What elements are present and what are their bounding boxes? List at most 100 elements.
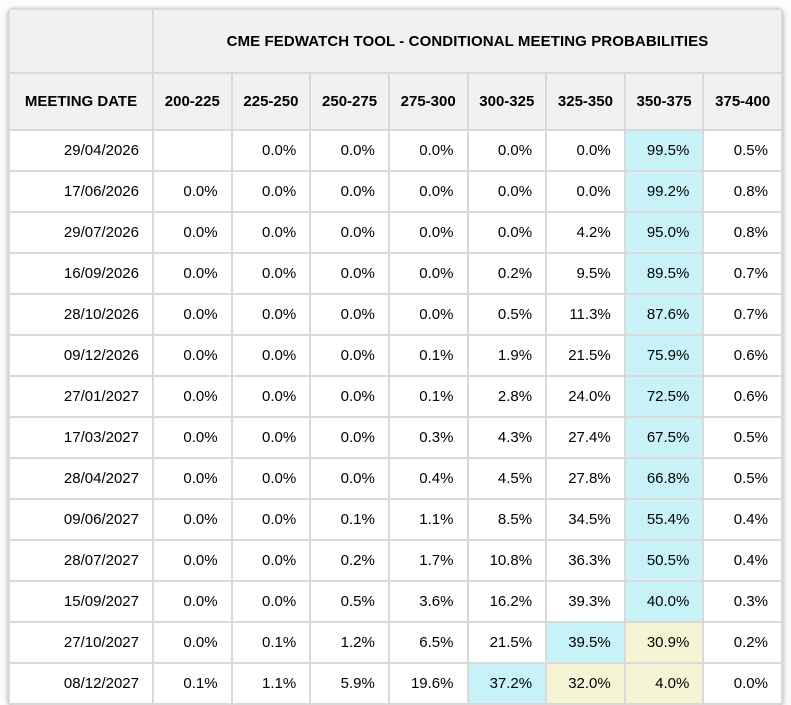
probability-cell: 0.0% [311,418,388,457]
probability-cell: 0.0% [389,254,467,293]
probability-cell: 0.0% [154,254,231,293]
table-title: CME FEDWATCH TOOL - CONDITIONAL MEETING … [154,10,781,72]
probability-cell: 27.4% [547,418,624,457]
probability-cell: 55.4% [625,500,703,539]
probability-cell: 27.8% [547,459,624,498]
table-row: 28/10/2026 0.0% 0.0% 0.0% 0.0% 0.5% 11.3% 87.6%… [10,295,781,334]
probability-cell: 0.0% [389,295,467,334]
fedwatch-card: CME FEDWATCH TOOL - CONDITIONAL MEETING … [8,8,783,705]
probability-cell: 0.0% [468,172,546,211]
table-row: 08/12/2027 0.1% 1.1% 5.9% 19.6% 37.2% 32.0% 4.0… [10,664,781,703]
probability-cell: 0.0% [154,295,231,334]
probability-cell: 0.4% [704,541,781,580]
meeting-date-cell: 16/09/2026 [10,254,152,293]
probability-cell: 34.5% [547,500,624,539]
meeting-date-cell: 15/09/2027 [10,582,152,621]
probability-cell: 0.0% [232,418,310,457]
rate-bucket-header: 350-375 [625,74,703,129]
probability-cell: 0.0% [547,172,624,211]
table-row: 17/03/2027 0.0% 0.0% 0.0% 0.3% 4.3% 27.4% 67.5%… [10,418,781,457]
probability-cell: 0.5% [704,418,781,457]
probability-cell: 0.0% [154,623,231,662]
probability-cell: 0.0% [389,172,467,211]
probability-cell: 72.5% [625,377,703,416]
meeting-date-cell: 29/04/2026 [10,131,152,170]
probability-cell: 0.1% [154,664,231,703]
meeting-date-header: MEETING DATE [10,74,152,129]
table-row: 17/06/2026 0.0% 0.0% 0.0% 0.0% 0.0% 0.0% 99.2% 0… [10,172,781,211]
probability-cell: 24.0% [547,377,624,416]
probability-cell: 0.2% [468,254,546,293]
probability-cell: 37.2% [468,664,546,703]
probability-cell: 99.2% [625,172,703,211]
probability-cell: 4.2% [547,213,624,252]
column-header-row: MEETING DATE 200-225 225-250 250-275 275-30… [10,74,781,129]
meeting-date-cell: 28/10/2026 [10,295,152,334]
probability-cell: 0.0% [232,459,310,498]
table-row: 16/09/2026 0.0% 0.0% 0.0% 0.0% 0.2% 9.5% 89.5% 0… [10,254,781,293]
probability-cell: 1.2% [311,623,388,662]
table-row: 28/04/2027 0.0% 0.0% 0.0% 0.4% 4.5% 27.8% 66.8%… [10,459,781,498]
probability-cell: 0.1% [311,500,388,539]
probability-cell: 0.0% [232,254,310,293]
meeting-date-cell: 27/10/2027 [10,623,152,662]
probability-cell: 32.0% [547,664,624,703]
probability-cell: 0.0% [154,582,231,621]
table-row: 15/09/2027 0.0% 0.0% 0.5% 3.6% 16.2% 39.3% 40.0… [10,582,781,621]
probability-cell: 39.5% [547,623,624,662]
probability-cell: 0.0% [389,213,467,252]
probability-cell: 0.0% [547,131,624,170]
probability-cell: 0.5% [311,582,388,621]
probability-cell: 0.0% [311,172,388,211]
probability-cell: 0.0% [468,131,546,170]
meeting-date-cell: 08/12/2027 [10,664,152,703]
probability-cell: 36.3% [547,541,624,580]
title-row: CME FEDWATCH TOOL - CONDITIONAL MEETING … [10,10,781,72]
probability-cell: 2.8% [468,377,546,416]
corner-cell [10,10,152,72]
probability-cell: 0.0% [154,500,231,539]
table-row: 29/04/2026 0.0% 0.0% 0.0% 0.0% 0.0% 99.5% 0.5% [10,131,781,170]
probability-cell: 16.2% [468,582,546,621]
probability-cell: 0.0% [232,336,310,375]
table-row: 29/07/2026 0.0% 0.0% 0.0% 0.0% 0.0% 4.2% 95.0% 0… [10,213,781,252]
probability-cell: 0.0% [468,213,546,252]
probability-cell: 0.7% [704,295,781,334]
probability-cell: 0.4% [389,459,467,498]
meeting-date-cell: 28/04/2027 [10,459,152,498]
probability-cell: 0.0% [311,336,388,375]
probability-cell: 30.9% [625,623,703,662]
probability-cell: 67.5% [625,418,703,457]
probability-cell: 0.0% [232,377,310,416]
probability-cell: 1.7% [389,541,467,580]
table-row: 28/07/2027 0.0% 0.0% 0.2% 1.7% 10.8% 36.3% 50.5… [10,541,781,580]
probability-cell: 0.0% [154,418,231,457]
probability-cell: 0.0% [154,377,231,416]
probability-cell: 19.6% [389,664,467,703]
probability-cell: 40.0% [625,582,703,621]
probability-cell: 0.0% [232,500,310,539]
probability-cell: 0.0% [232,131,310,170]
table-row: 27/10/2027 0.0% 0.1% 1.2% 6.5% 21.5% 39.5% 30.9… [10,623,781,662]
probability-cell: 0.0% [154,213,231,252]
probability-cell: 0.0% [704,664,781,703]
probability-cell: 89.5% [625,254,703,293]
probability-cell: 0.0% [389,131,467,170]
probability-cell: 0.5% [704,459,781,498]
probability-cell: 99.5% [625,131,703,170]
probability-cell: 0.0% [232,541,310,580]
probability-cell: 4.3% [468,418,546,457]
meeting-date-cell: 17/03/2027 [10,418,152,457]
meeting-date-cell: 09/06/2027 [10,500,152,539]
probability-cell: 0.5% [468,295,546,334]
probability-cell: 0.0% [154,541,231,580]
probability-cell: 21.5% [468,623,546,662]
probability-cell: 1.1% [389,500,467,539]
probability-cell: 0.4% [704,500,781,539]
table-row: 27/01/2027 0.0% 0.0% 0.0% 0.1% 2.8% 24.0% 72.5%… [10,377,781,416]
probability-cell: 1.9% [468,336,546,375]
rate-bucket-header: 275-300 [389,74,467,129]
probability-cell: 0.5% [704,131,781,170]
probability-cell: 0.0% [154,172,231,211]
probability-cell: 0.0% [311,131,388,170]
